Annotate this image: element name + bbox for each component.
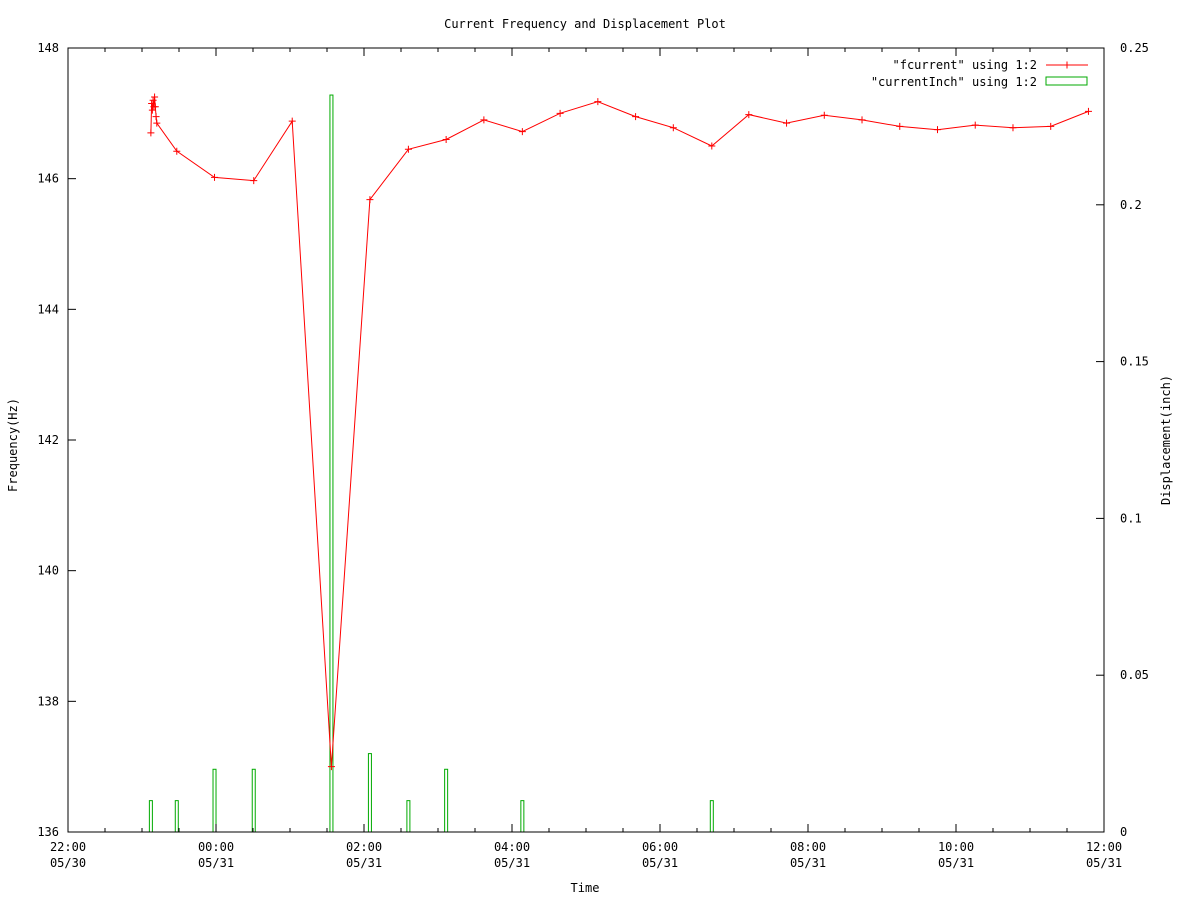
frequency-series-line [150, 96, 1089, 767]
frequency-point [404, 145, 412, 153]
displacement-bar [212, 768, 217, 833]
x-tick-label-date: 05/31 [1086, 856, 1122, 870]
displacement-bar [520, 800, 525, 833]
frequency-point [783, 119, 791, 127]
frequency-point [147, 129, 155, 137]
x-tick-label-date: 05/31 [346, 856, 382, 870]
frequency-point [250, 177, 258, 185]
frequency-point [211, 173, 219, 181]
frequency-point [148, 106, 156, 114]
y2-tick-label: 0.1 [1120, 511, 1142, 525]
frequency-point [152, 113, 160, 121]
displacement-bar [174, 800, 179, 833]
x-tick-label-date: 05/31 [790, 856, 826, 870]
frequency-point [151, 103, 159, 111]
y-tick-label: 146 [37, 172, 59, 186]
y2-tick-label: 0.15 [1120, 355, 1149, 369]
x-tick-label-time: 04:00 [494, 840, 530, 854]
y-tick-label: 144 [37, 302, 59, 316]
frequency-point [151, 93, 159, 101]
chart-title: Current Frequency and Displacement Plot [444, 17, 726, 31]
frequency-point [632, 113, 640, 121]
frequency-point [896, 122, 904, 130]
x-tick-label-date: 05/31 [198, 856, 234, 870]
y-tick-label: 136 [37, 825, 59, 839]
x-tick-label-date: 05/31 [938, 856, 974, 870]
displacement-bar [148, 800, 153, 833]
frequency-point [556, 109, 564, 117]
frequency-point [971, 121, 979, 129]
y-tick-label: 138 [37, 694, 59, 708]
frequency-point [708, 142, 716, 150]
y2-tick-label: 0.2 [1120, 198, 1142, 212]
frequency-point [669, 124, 677, 132]
y-tick-label: 140 [37, 564, 59, 578]
frequency-point [480, 116, 488, 124]
displacement-bar [406, 800, 411, 833]
x-axis-label: Time [571, 881, 600, 895]
frequency-point [366, 196, 374, 204]
frequency-point [1047, 122, 1055, 130]
y-axis-label: Frequency(Hz) [6, 398, 20, 492]
frequency-point [149, 96, 157, 104]
frequency-point [442, 135, 450, 143]
legend: "fcurrent" using 1:2 "currentInch" using … [871, 58, 1088, 89]
x-tick-label-time: 12:00 [1086, 840, 1122, 854]
displacement-bar [367, 753, 372, 833]
y-tick-label: 142 [37, 433, 59, 447]
frequency-point [934, 126, 941, 134]
frequency-point [518, 128, 526, 136]
frequency-point [594, 98, 602, 106]
frequency-point [1084, 107, 1092, 115]
x-tick-label-time: 08:00 [790, 840, 826, 854]
displacement-bars [148, 94, 714, 833]
legend-swatch-currentinch [1045, 76, 1088, 86]
x-tick-label-date: 05/31 [494, 856, 530, 870]
x-tick-label-date: 05/30 [50, 856, 86, 870]
y2-tick-label: 0.05 [1120, 668, 1149, 682]
y2-axis-label: Displacement(inch) [1159, 375, 1173, 505]
y2-tick-label: 0 [1120, 825, 1127, 839]
y-axis-right: 0 0.05 0.1 0.15 0.2 0.25 [1096, 41, 1149, 839]
legend-label-fcurrent: "fcurrent" using 1:2 [893, 58, 1038, 72]
displacement-bar [251, 768, 256, 833]
legend-marker-fcurrent [1063, 61, 1071, 69]
frequency-point [153, 119, 161, 127]
frequency-point [745, 111, 753, 119]
displacement-bar [444, 768, 449, 833]
frequency-point [858, 116, 866, 124]
displacement-bar [329, 94, 334, 833]
frequency-point [173, 147, 181, 155]
displacement-bar [709, 800, 714, 833]
legend-label-currentinch: "currentInch" using 1:2 [871, 75, 1037, 89]
frequency-point [1009, 124, 1017, 132]
frequency-point [327, 763, 335, 771]
y-axis-left: 136 138 140 142 144 146 148 [37, 41, 76, 839]
y-tick-label: 148 [37, 41, 59, 55]
frequency-line [147, 93, 1092, 771]
x-tick-label-time: 00:00 [198, 840, 234, 854]
x-tick-label-date: 05/31 [642, 856, 678, 870]
x-axis: 22:00 05/30 00:00 05/31 02:00 05/31 04:00 05/31… [50, 48, 1122, 870]
frequency-point [820, 111, 828, 119]
x-tick-label-time: 02:00 [346, 840, 382, 854]
plot-frame [67, 47, 1105, 833]
frequency-point [288, 117, 296, 125]
x-tick-label-time: 10:00 [938, 840, 974, 854]
x-tick-label-time: 22:00 [50, 840, 86, 854]
x-tick-label-time: 06:00 [642, 840, 678, 854]
y2-tick-label: 0.25 [1120, 41, 1149, 55]
